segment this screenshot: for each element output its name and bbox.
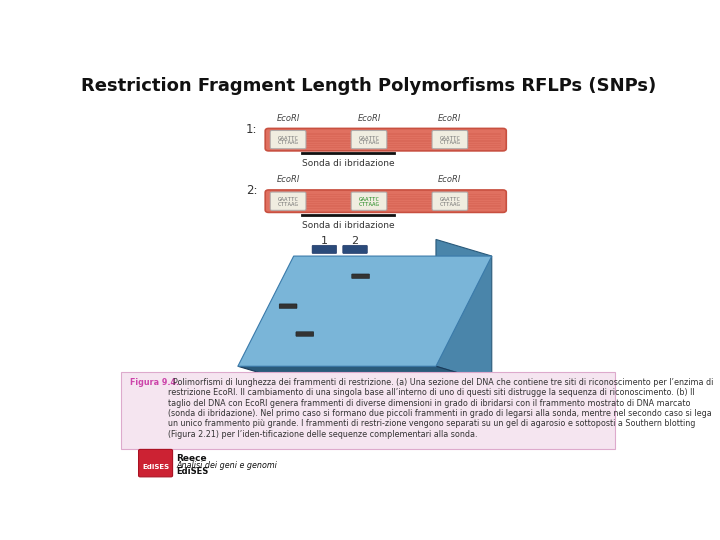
FancyBboxPatch shape — [351, 131, 387, 149]
FancyBboxPatch shape — [265, 129, 506, 151]
FancyBboxPatch shape — [265, 190, 506, 212]
FancyBboxPatch shape — [432, 192, 468, 210]
Text: GAATTC: GAATTC — [359, 136, 379, 141]
Text: Reece: Reece — [176, 454, 207, 463]
Text: EcoRI: EcoRI — [438, 113, 462, 123]
Text: 2:: 2: — [246, 184, 258, 197]
FancyBboxPatch shape — [343, 245, 367, 254]
Text: EcoRI: EcoRI — [438, 175, 462, 184]
Text: Analisi dei geni e genomi: Analisi dei geni e genomi — [176, 461, 277, 470]
FancyBboxPatch shape — [351, 274, 369, 279]
FancyBboxPatch shape — [279, 304, 297, 308]
FancyBboxPatch shape — [296, 332, 314, 336]
Text: 2: 2 — [351, 235, 359, 246]
Text: 1:: 1: — [246, 123, 258, 136]
FancyBboxPatch shape — [312, 245, 337, 254]
FancyBboxPatch shape — [138, 449, 173, 477]
FancyBboxPatch shape — [270, 131, 306, 149]
Text: 1: 1 — [321, 235, 328, 246]
Text: EcoRI: EcoRI — [357, 113, 381, 123]
FancyBboxPatch shape — [351, 192, 387, 210]
Text: CTTAAG: CTTAAG — [359, 140, 379, 145]
Text: Sonda di ibridazione: Sonda di ibridazione — [302, 221, 395, 230]
Text: GAATTC: GAATTC — [278, 198, 299, 202]
Text: CTTAAG: CTTAAG — [359, 202, 379, 207]
Text: EdiSES: EdiSES — [142, 464, 169, 470]
Text: GAATTC: GAATTC — [439, 198, 460, 202]
FancyBboxPatch shape — [270, 192, 306, 210]
Text: Figura 9.4.: Figura 9.4. — [130, 378, 179, 387]
Text: EcoRI: EcoRI — [276, 113, 300, 123]
Text: GAATTC: GAATTC — [439, 136, 460, 141]
Text: Sonda di ibridazione: Sonda di ibridazione — [302, 159, 395, 168]
Polygon shape — [238, 256, 492, 366]
Text: GAATTC: GAATTC — [359, 198, 379, 202]
Text: EcoRI: EcoRI — [276, 175, 300, 184]
Text: CTTAAG: CTTAAG — [278, 202, 299, 207]
Polygon shape — [238, 366, 492, 383]
Polygon shape — [436, 239, 492, 383]
Text: CTTAAG: CTTAAG — [439, 140, 460, 145]
Text: CTTAAG: CTTAAG — [439, 202, 460, 207]
Text: EdiSES: EdiSES — [176, 467, 209, 476]
FancyBboxPatch shape — [432, 131, 468, 149]
Text: GAATTC: GAATTC — [278, 136, 299, 141]
Text: Restriction Fragment Length Polymorfisms RFLPs (SNPs): Restriction Fragment Length Polymorfisms… — [81, 77, 657, 95]
FancyBboxPatch shape — [121, 372, 615, 449]
Text: Polimorfismi di lunghezza dei frammenti di restrizione. (a) Una sezione del DNA : Polimorfismi di lunghezza dei frammenti … — [168, 378, 714, 439]
Text: CTTAAG: CTTAAG — [278, 140, 299, 145]
